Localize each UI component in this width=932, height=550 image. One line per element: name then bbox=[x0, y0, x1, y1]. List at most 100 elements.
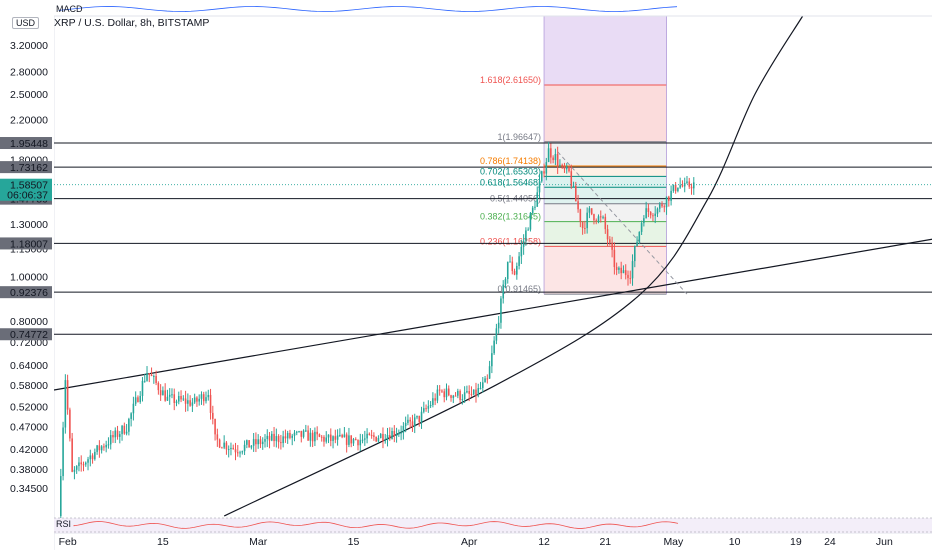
candle-body bbox=[398, 433, 400, 435]
level-price-label: 1.95448 bbox=[10, 138, 48, 150]
candle-body bbox=[500, 298, 502, 323]
fib-zone-0.702 bbox=[544, 176, 667, 188]
candle-body bbox=[71, 438, 73, 472]
macd-panel bbox=[54, 0, 932, 17]
candle-body bbox=[234, 449, 237, 453]
candle-body bbox=[232, 447, 235, 450]
candle-body bbox=[561, 164, 563, 167]
candle-body bbox=[459, 390, 461, 400]
candle-body bbox=[196, 397, 198, 402]
candle-body bbox=[243, 444, 246, 452]
candle-body bbox=[420, 411, 423, 423]
candle-body bbox=[168, 394, 171, 397]
time-tick-label: 10 bbox=[729, 536, 741, 548]
candle-body bbox=[123, 425, 126, 434]
candle-body bbox=[91, 455, 94, 460]
candle-body bbox=[107, 444, 110, 446]
candle-body bbox=[193, 397, 196, 403]
fib-zone-top bbox=[544, 16, 667, 85]
candle-body bbox=[130, 413, 132, 419]
candle-body bbox=[506, 261, 509, 280]
candle-body bbox=[112, 435, 114, 438]
level-price-tag bbox=[0, 161, 52, 174]
candle-body bbox=[452, 395, 455, 398]
level-price-tag bbox=[0, 137, 52, 150]
candle-body bbox=[686, 181, 688, 183]
candle-body bbox=[66, 380, 69, 410]
candle-body bbox=[670, 190, 672, 201]
currency-badge[interactable]: USD bbox=[12, 17, 40, 29]
candle-body bbox=[103, 446, 105, 448]
candle-body bbox=[78, 462, 80, 467]
candle-body bbox=[121, 425, 123, 435]
candle-body bbox=[348, 435, 350, 445]
time-tick-label: Apr bbox=[461, 536, 478, 548]
candle-body bbox=[118, 434, 121, 437]
candle-body bbox=[552, 157, 554, 161]
level-price-label: 1.18007 bbox=[10, 238, 48, 250]
candle-body bbox=[577, 201, 579, 210]
time-axis[interactable]: Feb 15 Mar 15 Apr 12 21 May 10 19 24 Jun bbox=[59, 536, 893, 548]
candle-body bbox=[622, 270, 625, 274]
candle-body bbox=[100, 446, 103, 451]
price-tick-label: 2.50000 bbox=[10, 89, 48, 101]
time-tick-label: 19 bbox=[790, 536, 802, 548]
macd-background bbox=[54, 0, 932, 16]
candle-body bbox=[679, 185, 681, 188]
horizontal-levels[interactable] bbox=[54, 142, 932, 335]
price-tick-label: 0.64000 bbox=[10, 360, 48, 372]
candle-body bbox=[69, 409, 71, 439]
candle-body bbox=[345, 434, 348, 445]
level-price-label: 1.73162 bbox=[10, 162, 48, 174]
level-price-tag bbox=[0, 237, 52, 250]
candle-body bbox=[386, 435, 389, 440]
candle-body bbox=[96, 445, 98, 452]
candle-body bbox=[191, 402, 194, 406]
candle-body bbox=[341, 434, 343, 438]
candle-body bbox=[311, 432, 314, 442]
candle-body bbox=[597, 216, 600, 222]
candle-body bbox=[307, 430, 309, 441]
candle-body bbox=[339, 434, 341, 436]
trendlines[interactable] bbox=[53, 15, 932, 517]
candle-body bbox=[284, 436, 287, 439]
time-tick-label: 21 bbox=[599, 536, 611, 548]
candle-body bbox=[450, 395, 452, 398]
candle-body bbox=[366, 433, 368, 439]
candle-body bbox=[379, 433, 382, 438]
candle-body bbox=[438, 389, 441, 391]
candle-body bbox=[559, 164, 561, 166]
candle-body bbox=[64, 380, 67, 428]
candle-body bbox=[484, 378, 486, 383]
candle-body bbox=[432, 398, 434, 405]
candle-body bbox=[334, 436, 337, 440]
candle-body bbox=[556, 154, 559, 166]
candle-body bbox=[289, 432, 291, 438]
candle-body bbox=[540, 171, 543, 182]
candle-body bbox=[586, 212, 588, 229]
candle-body bbox=[590, 208, 593, 215]
candle-body bbox=[202, 394, 205, 402]
fib-level-label: 0.618(1.56468) bbox=[480, 177, 541, 187]
candle-body bbox=[114, 430, 117, 438]
candle-body bbox=[175, 401, 178, 403]
candle-body bbox=[382, 433, 384, 442]
candle-body bbox=[273, 433, 275, 442]
candle-body bbox=[391, 431, 393, 440]
candle-body bbox=[550, 148, 552, 158]
candle-body bbox=[565, 166, 568, 170]
candle-body bbox=[361, 439, 364, 441]
fib-zone-0.618 bbox=[544, 187, 667, 204]
price-tick-label: 3.20000 bbox=[10, 40, 48, 52]
candle-body bbox=[264, 439, 266, 442]
candle-body bbox=[634, 245, 636, 262]
candle-body bbox=[218, 439, 221, 448]
time-tick-label: 24 bbox=[824, 536, 836, 548]
candle-body bbox=[652, 215, 654, 217]
candle-body bbox=[668, 196, 670, 201]
candle-body bbox=[298, 430, 300, 432]
candle-body bbox=[125, 431, 128, 434]
